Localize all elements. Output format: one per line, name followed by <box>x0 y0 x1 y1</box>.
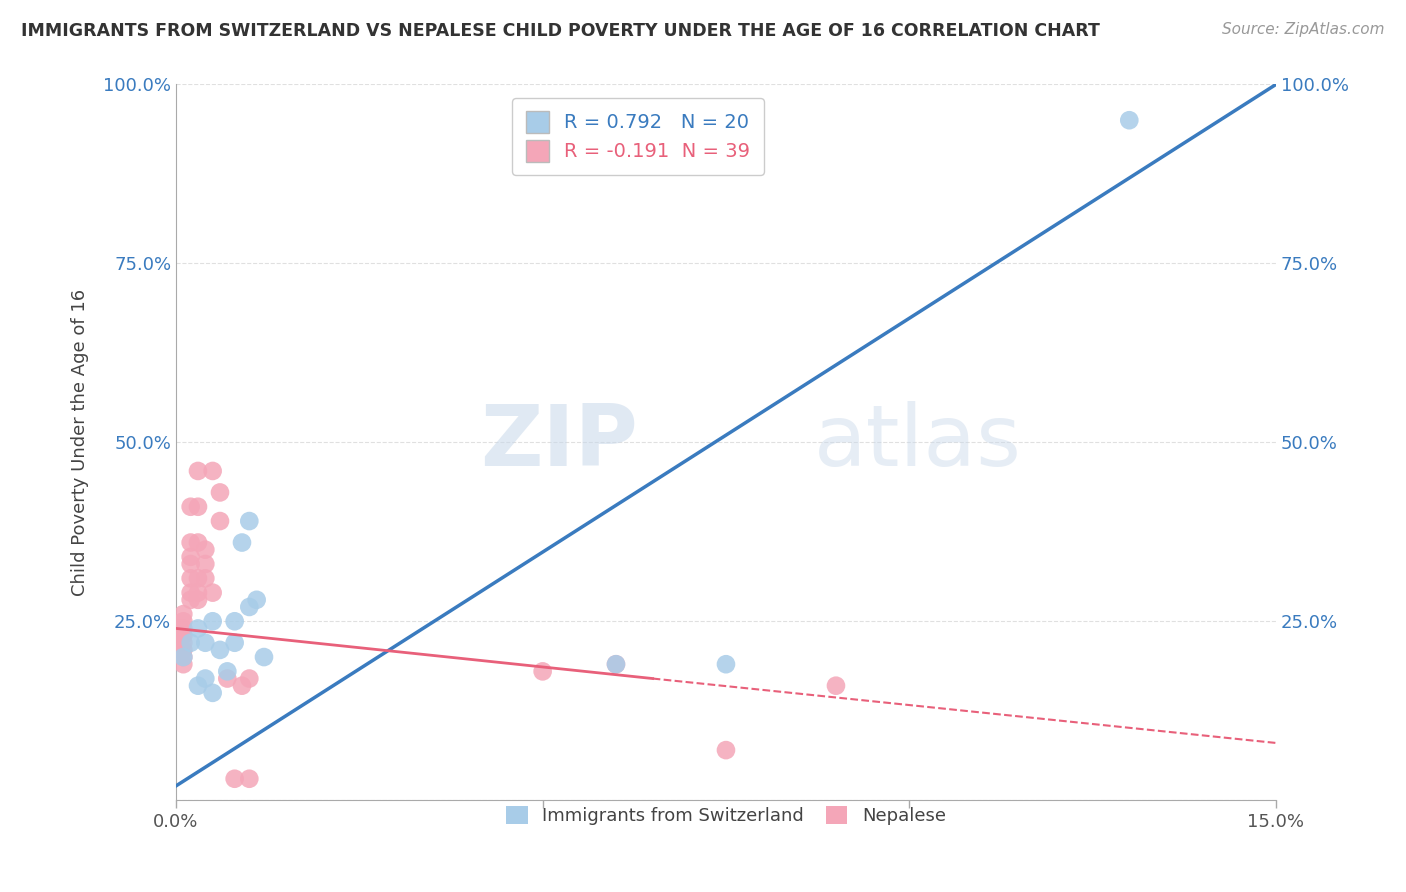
Point <box>172 657 194 672</box>
Point <box>180 636 202 650</box>
Point <box>224 636 246 650</box>
Point <box>825 679 848 693</box>
Point <box>208 485 231 500</box>
Point <box>187 500 209 514</box>
Point <box>187 571 209 585</box>
Point <box>208 514 231 528</box>
Point <box>231 535 253 549</box>
Point <box>194 636 217 650</box>
Point <box>238 514 260 528</box>
Point <box>187 535 209 549</box>
Point <box>201 464 224 478</box>
Point <box>172 629 194 643</box>
Text: atlas: atlas <box>814 401 1022 483</box>
Point <box>172 636 194 650</box>
Point <box>605 657 627 672</box>
Point <box>180 571 202 585</box>
Point <box>217 672 239 686</box>
Point <box>246 592 269 607</box>
Point <box>187 622 209 636</box>
Point <box>1118 113 1140 128</box>
Point <box>180 549 202 564</box>
Text: IMMIGRANTS FROM SWITZERLAND VS NEPALESE CHILD POVERTY UNDER THE AGE OF 16 CORREL: IMMIGRANTS FROM SWITZERLAND VS NEPALESE … <box>21 22 1099 40</box>
Point <box>201 686 224 700</box>
Point <box>194 672 217 686</box>
Point <box>238 672 260 686</box>
Point <box>172 650 194 665</box>
Point <box>238 599 260 614</box>
Text: Source: ZipAtlas.com: Source: ZipAtlas.com <box>1222 22 1385 37</box>
Point <box>187 592 209 607</box>
Point <box>224 614 246 628</box>
Point <box>172 622 194 636</box>
Legend: Immigrants from Switzerland, Nepalese: Immigrants from Switzerland, Nepalese <box>498 797 955 834</box>
Point <box>172 643 194 657</box>
Point <box>208 643 231 657</box>
Point <box>172 650 194 665</box>
Point <box>194 542 217 557</box>
Point <box>224 772 246 786</box>
Point <box>187 585 209 599</box>
Y-axis label: Child Poverty Under the Age of 16: Child Poverty Under the Age of 16 <box>72 289 89 596</box>
Point <box>169 636 191 650</box>
Point <box>714 657 737 672</box>
Point <box>531 665 554 679</box>
Point <box>180 585 202 599</box>
Point <box>180 535 202 549</box>
Point <box>172 607 194 621</box>
Point <box>180 557 202 571</box>
Text: ZIP: ZIP <box>481 401 638 483</box>
Point <box>169 622 191 636</box>
Point <box>180 592 202 607</box>
Point <box>201 585 224 599</box>
Point <box>194 571 217 585</box>
Point <box>231 679 253 693</box>
Point <box>180 500 202 514</box>
Point <box>253 650 276 665</box>
Point <box>217 665 239 679</box>
Point <box>238 772 260 786</box>
Point <box>187 679 209 693</box>
Point <box>194 557 217 571</box>
Point <box>201 614 224 628</box>
Point <box>187 464 209 478</box>
Point <box>605 657 627 672</box>
Point <box>714 743 737 757</box>
Point <box>172 614 194 628</box>
